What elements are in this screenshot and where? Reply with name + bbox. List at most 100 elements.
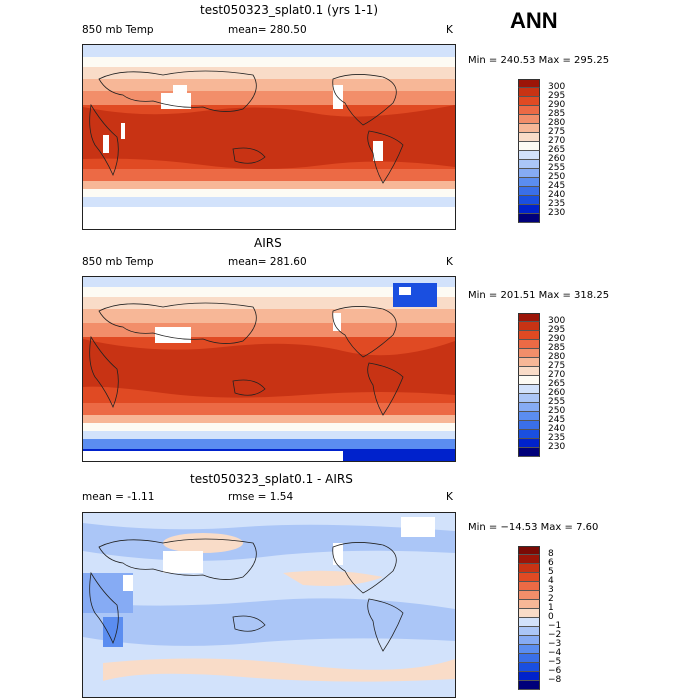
colorbar-swatch xyxy=(518,672,540,681)
panel-3-minmax: Min = −14.53 Max = 7.60 xyxy=(468,522,599,533)
panel-2-variable-label: 850 mb Temp xyxy=(82,256,154,268)
panel-1-colorbar-label: 285 xyxy=(548,109,566,119)
panel-2-colorbar-label: 265 xyxy=(548,379,566,389)
panel-2-title: AIRS xyxy=(254,236,282,250)
panel-1-colorbar-label: 265 xyxy=(548,145,566,155)
panel-2-colorbar-label: 245 xyxy=(548,415,566,425)
season-label: ANN xyxy=(510,8,558,33)
panel-1-colorbar-label: 245 xyxy=(548,181,566,191)
panel-2-colorbar-label: 300 xyxy=(548,316,566,326)
panel-3-colorbar-label: 1 xyxy=(548,603,554,613)
panel-1-colorbar-label: 230 xyxy=(548,208,566,218)
colorbar-swatch xyxy=(518,681,540,690)
colorbar-swatch xyxy=(518,376,540,385)
panel-1-colorbar-label: 300 xyxy=(548,82,566,92)
panel-1-colorbar-label: 290 xyxy=(548,100,566,110)
panel-2-colorbar xyxy=(518,313,542,457)
colorbar-swatch xyxy=(518,88,540,97)
panel-1-map xyxy=(82,44,456,230)
panel-1-colorbar-label: 280 xyxy=(548,118,566,128)
panel-1-colorbar-label: 295 xyxy=(548,91,566,101)
colorbar-swatch xyxy=(518,97,540,106)
colorbar-swatch xyxy=(518,151,540,160)
colorbar-swatch xyxy=(518,564,540,573)
panel-1-units: K xyxy=(446,24,453,36)
panel-1-variable-label: 850 mb Temp xyxy=(82,24,154,36)
panel-1-colorbar xyxy=(518,79,542,223)
colorbar-swatch xyxy=(518,573,540,582)
colorbar-swatch xyxy=(518,546,540,555)
panel-3-map xyxy=(82,512,456,698)
panel-3-colorbar xyxy=(518,546,542,690)
panel-3-colorbar-label: 4 xyxy=(548,576,554,586)
panel-2-map xyxy=(82,276,456,462)
panel-2-colorbar-labels: 300 295 290 285 280 275 270 265 260 255 … xyxy=(548,313,588,457)
colorbar-swatch xyxy=(518,331,540,340)
panel-3-colorbar-label: 5 xyxy=(548,567,554,577)
panel-3-colorbar-label: 0 xyxy=(548,612,554,622)
panel-3-title: test050323_splat0.1 - AIRS xyxy=(190,472,353,486)
panel-2-colorbar-label: 250 xyxy=(548,406,566,416)
colorbar-swatch xyxy=(518,178,540,187)
panel-2-colorbar-label: 270 xyxy=(548,370,566,380)
panel-3-colorbar-label: −4 xyxy=(548,648,562,658)
colorbar-swatch xyxy=(518,340,540,349)
panel-2-colorbar-label: 235 xyxy=(548,433,566,443)
colorbar-swatch xyxy=(518,214,540,223)
panel-1-colorbar-label: 260 xyxy=(548,154,566,164)
colorbar-swatch xyxy=(518,385,540,394)
panel-3-colorbar-label: −3 xyxy=(548,639,562,649)
panel-3-mean-label: mean = -1.11 xyxy=(82,491,155,503)
panel-1-colorbar-label: 235 xyxy=(548,199,566,209)
panel-3-colorbar-label: −5 xyxy=(548,657,562,667)
colorbar-swatch xyxy=(518,358,540,367)
panel-2-colorbar-label: 290 xyxy=(548,334,566,344)
panel-2-colorbar-label: 295 xyxy=(548,325,566,335)
panel-3-colorbar-label: 2 xyxy=(548,594,554,604)
panel-2-units: K xyxy=(446,256,453,268)
colorbar-swatch xyxy=(518,349,540,358)
colorbar-swatch xyxy=(518,367,540,376)
panel-3-colorbar-label: −8 xyxy=(548,675,562,685)
panel-2-colorbar-label: 230 xyxy=(548,442,566,452)
colorbar-swatch xyxy=(518,79,540,88)
panel-2-colorbar-label: 260 xyxy=(548,388,566,398)
colorbar-swatch xyxy=(518,403,540,412)
panel-1-colorbar-label: 250 xyxy=(548,172,566,182)
colorbar-swatch xyxy=(518,169,540,178)
panel-3-colorbar-label: −2 xyxy=(548,630,562,640)
panel-1-mean-label: mean= 280.50 xyxy=(228,24,307,36)
colorbar-swatch xyxy=(518,591,540,600)
panel-3-colorbar-label: −1 xyxy=(548,621,562,631)
panel-3-colorbar-label: 3 xyxy=(548,585,554,595)
colorbar-swatch xyxy=(518,609,540,618)
panel-3-rmse-label: rmse = 1.54 xyxy=(228,491,294,503)
colorbar-swatch xyxy=(518,313,540,322)
colorbar-swatch xyxy=(518,412,540,421)
colorbar-swatch xyxy=(518,421,540,430)
panel-3-colorbar-label: 6 xyxy=(548,558,554,568)
panel-1-colorbar-label: 275 xyxy=(548,127,566,137)
colorbar-swatch xyxy=(518,142,540,151)
panel-2-mean-label: mean= 281.60 xyxy=(228,256,307,268)
colorbar-swatch xyxy=(518,618,540,627)
panel-2-colorbar-label: 275 xyxy=(548,361,566,371)
panel-1-colorbar-label: 240 xyxy=(548,190,566,200)
panel-3-colorbar-label: 8 xyxy=(548,549,554,559)
panel-1-title: test050323_splat0.1 (yrs 1-1) xyxy=(200,3,379,17)
panel-2-colorbar-label: 280 xyxy=(548,352,566,362)
colorbar-swatch xyxy=(518,160,540,169)
panel-1-minmax: Min = 240.53 Max = 295.25 xyxy=(468,55,610,66)
colorbar-swatch xyxy=(518,205,540,214)
colorbar-swatch xyxy=(518,654,540,663)
panel-2-colorbar-label: 240 xyxy=(548,424,566,434)
colorbar-swatch xyxy=(518,322,540,331)
colorbar-swatch xyxy=(518,645,540,654)
colorbar-swatch xyxy=(518,600,540,609)
colorbar-swatch xyxy=(518,394,540,403)
colorbar-swatch xyxy=(518,115,540,124)
colorbar-swatch xyxy=(518,582,540,591)
colorbar-swatch xyxy=(518,627,540,636)
panel-1-colorbar-label: 255 xyxy=(548,163,566,173)
colorbar-swatch xyxy=(518,196,540,205)
